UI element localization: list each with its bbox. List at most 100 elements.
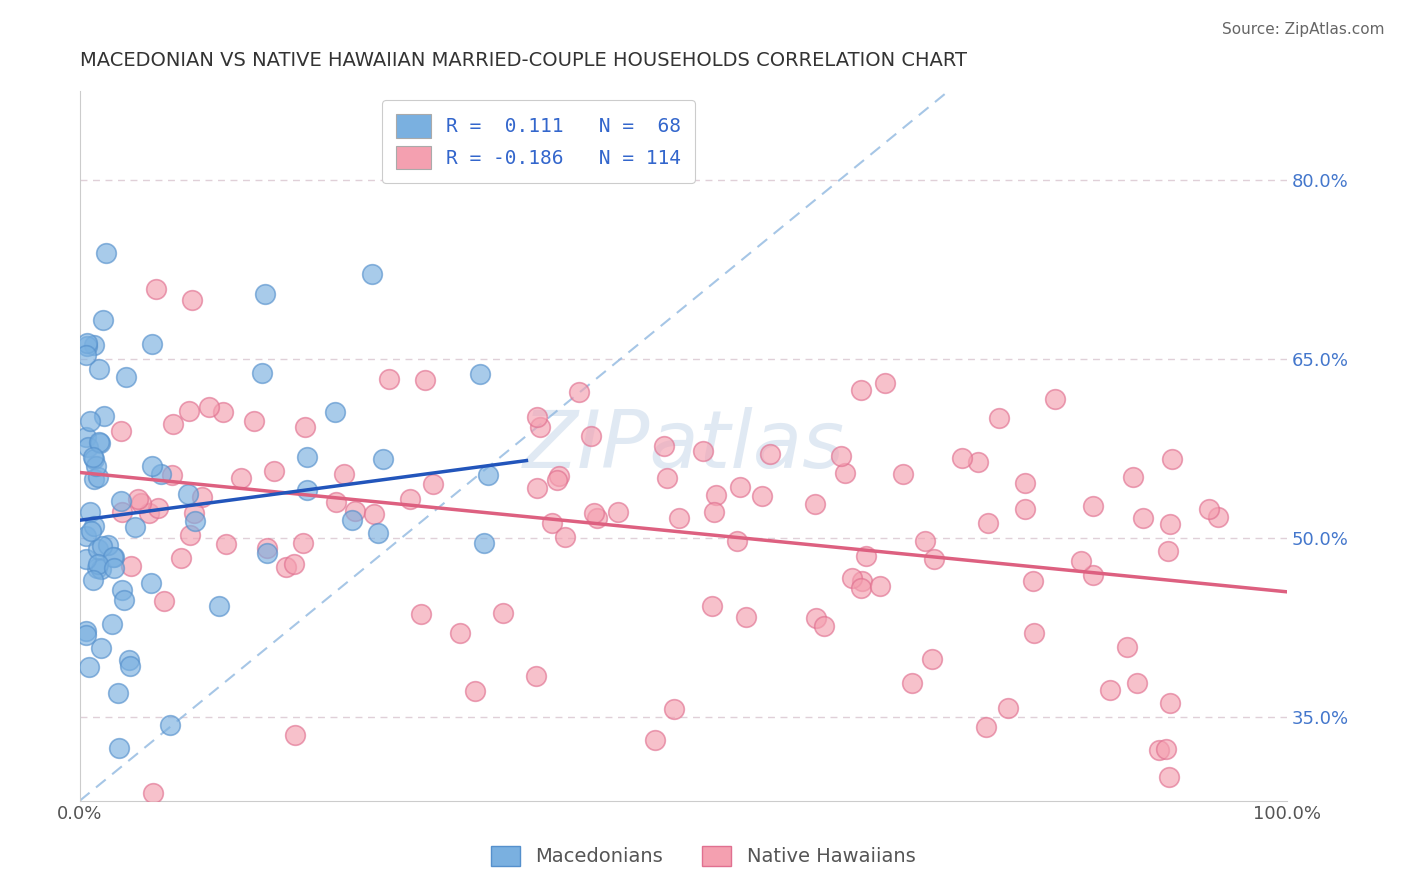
Point: [170, 550, 193, 565]
Point: [804, 497, 827, 511]
Point: [1157, 544, 1180, 558]
Point: [1098, 682, 1121, 697]
Point: [703, 505, 725, 519]
Text: ZIPatlas: ZIPatlas: [522, 407, 845, 484]
Point: [652, 439, 675, 453]
Point: [208, 599, 231, 614]
Point: [76, 440, 98, 454]
Point: [363, 507, 385, 521]
Point: [295, 450, 318, 464]
Point: [841, 571, 863, 585]
Point: [191, 490, 214, 504]
Point: [415, 373, 437, 387]
Point: [1024, 626, 1046, 640]
Point: [855, 549, 877, 563]
Point: [110, 424, 132, 438]
Point: [546, 473, 568, 487]
Point: [231, 471, 253, 485]
Point: [662, 702, 685, 716]
Point: [700, 599, 723, 614]
Point: [323, 405, 346, 419]
Point: [449, 625, 471, 640]
Point: [107, 685, 129, 699]
Legend: R =  0.111   N =  68, R = -0.186   N = 114: R = 0.111 N = 68, R = -0.186 N = 114: [382, 101, 695, 183]
Point: [869, 578, 891, 592]
Point: [524, 669, 547, 683]
Point: [87, 541, 110, 556]
Point: [332, 467, 354, 481]
Point: [657, 471, 679, 485]
Point: [977, 516, 1000, 531]
Point: [728, 480, 751, 494]
Point: [160, 468, 183, 483]
Point: [759, 447, 782, 461]
Point: [1081, 499, 1104, 513]
Point: [96, 538, 118, 552]
Point: [585, 511, 607, 525]
Point: [1081, 567, 1104, 582]
Point: [145, 282, 167, 296]
Point: [1014, 502, 1036, 516]
Point: [76, 335, 98, 350]
Point: [127, 492, 149, 507]
Point: [90, 562, 112, 576]
Point: [75, 529, 97, 543]
Point: [873, 376, 896, 391]
Point: [830, 449, 852, 463]
Point: [1154, 742, 1177, 756]
Point: [468, 367, 491, 381]
Point: [177, 487, 200, 501]
Point: [893, 467, 915, 482]
Point: [179, 528, 201, 542]
Point: [606, 505, 628, 519]
Point: [851, 574, 873, 588]
Point: [284, 728, 307, 742]
Point: [1159, 696, 1181, 710]
Point: [80, 524, 103, 538]
Point: [668, 511, 690, 525]
Point: [1116, 640, 1139, 654]
Point: [107, 740, 129, 755]
Point: [342, 513, 364, 527]
Point: [477, 467, 499, 482]
Point: [148, 501, 170, 516]
Point: [294, 419, 316, 434]
Point: [399, 491, 422, 506]
Point: [153, 594, 176, 608]
Point: [120, 558, 142, 573]
Point: [1045, 392, 1067, 406]
Point: [111, 504, 134, 518]
Point: [89, 436, 111, 450]
Point: [579, 429, 602, 443]
Text: Source: ZipAtlas.com: Source: ZipAtlas.com: [1222, 22, 1385, 37]
Point: [83, 472, 105, 486]
Point: [582, 506, 605, 520]
Point: [94, 245, 117, 260]
Legend: Macedonians, Native Hawaiians: Macedonians, Native Hawaiians: [479, 834, 927, 878]
Point: [118, 652, 141, 666]
Point: [529, 420, 551, 434]
Point: [177, 403, 200, 417]
Point: [87, 361, 110, 376]
Point: [464, 684, 486, 698]
Point: [87, 469, 110, 483]
Point: [124, 520, 146, 534]
Point: [110, 494, 132, 508]
Point: [1022, 574, 1045, 588]
Point: [84, 458, 107, 473]
Point: [197, 401, 219, 415]
Point: [367, 526, 389, 541]
Point: [86, 560, 108, 574]
Point: [141, 336, 163, 351]
Point: [75, 348, 97, 362]
Point: [1070, 554, 1092, 568]
Point: [111, 583, 134, 598]
Point: [91, 313, 114, 327]
Point: [90, 641, 112, 656]
Point: [91, 539, 114, 553]
Point: [263, 464, 285, 478]
Point: [250, 366, 273, 380]
Point: [1132, 511, 1154, 525]
Point: [1149, 743, 1171, 757]
Point: [79, 660, 101, 674]
